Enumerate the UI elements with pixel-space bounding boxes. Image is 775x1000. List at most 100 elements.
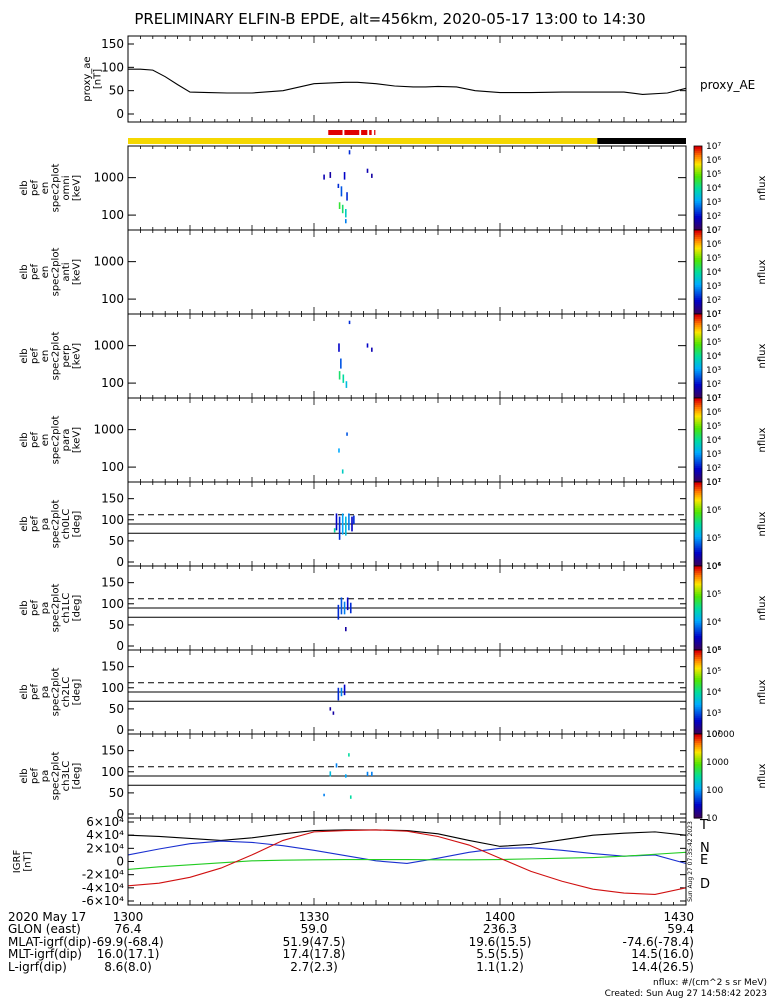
colorbar-spec_omni: 10· 10² 10³ 10⁴ 10⁵ 10⁶ 10⁷ nflux: [693, 142, 768, 236]
ylabel-line: pa: [40, 686, 51, 698]
colorbar-cell: [694, 173, 702, 176]
spectrogram-cell: [348, 513, 350, 531]
colorbar-spec_para: 10¹ 10² 10³ 10⁴ 10⁵ 10⁶ 10⁷ nflux: [693, 394, 768, 488]
igrf-line-N: [127, 840, 687, 865]
colorbar-cell: [694, 713, 702, 716]
colorbar-cell: [694, 736, 702, 739]
proxy-ae-line: [128, 68, 687, 95]
colorbar-cell: [694, 620, 702, 624]
colorbar-cell: [694, 708, 702, 712]
ylabel-line: pa: [40, 602, 51, 614]
spec_para-frame: [127, 397, 687, 483]
spec_perp-ylabel: elb pef en spec2plot perp [keV]: [19, 332, 83, 381]
colorbar-cell: [694, 440, 702, 443]
proxy-ae-frame: [127, 35, 687, 123]
colorbar-cell: [694, 406, 702, 410]
colorbar-cell: [694, 202, 702, 206]
ylabel-line: [deg]: [71, 511, 82, 538]
colorbar-cell: [694, 400, 702, 403]
colorbar-cell: [694, 563, 702, 567]
colorbar-cell: [694, 572, 702, 575]
colorbar-cell: [694, 555, 702, 559]
colorbar-cell: [694, 154, 702, 158]
colorbar-tick-label: 10⁶: [706, 240, 721, 250]
colorbar-cell: [694, 503, 702, 506]
colorbar-cell: [694, 366, 702, 370]
colorbar-cell: [694, 561, 702, 565]
colorbar-cell: [694, 230, 702, 233]
colorbar-label: nflux: [757, 595, 768, 620]
spectrogram-cell: [341, 469, 344, 474]
ylabel-line: pa: [40, 770, 51, 782]
colorbar-tick-label: 10³: [706, 366, 721, 376]
ylabel-line: [keV]: [71, 259, 82, 285]
colorbar-cell: [694, 435, 702, 439]
colorbar-cell: [694, 442, 702, 445]
status-bar: [128, 130, 686, 144]
colorbar-cell: [694, 278, 702, 281]
colorbar-tick-label: 10⁴: [706, 688, 721, 698]
ylabel-line: elb: [19, 684, 30, 699]
ylabel-line: [deg]: [71, 595, 82, 622]
status-bar-red-segment: [344, 130, 360, 135]
spectrogram-cell: [333, 528, 336, 533]
spectrogram-cell: [348, 320, 351, 325]
colorbar-cell: [694, 175, 702, 179]
colorbar-cell: [694, 589, 702, 592]
colorbar-cell: [694, 211, 702, 214]
colorbar-cell: [694, 297, 702, 300]
ytick-label: 100: [101, 765, 124, 779]
colorbar-cell: [694, 269, 702, 273]
colorbar-tick-label: 10²: [706, 296, 721, 306]
colorbar-cell: [694, 536, 702, 540]
colorbar-cell: [694, 305, 702, 309]
spectrogram-cell: [338, 448, 340, 453]
colorbar-cell: [694, 652, 702, 655]
status-bar-red-segment: [328, 130, 343, 135]
colorbar-cell: [694, 660, 702, 664]
colorbar-cell: [694, 450, 702, 454]
colorbar-cell: [694, 742, 702, 746]
colorbar-cell: [694, 605, 702, 609]
colorbar-cell: [694, 490, 702, 494]
colorbar-cell: [694, 423, 702, 426]
colorbar-label: nflux: [757, 679, 768, 704]
ylabel-line: [keV]: [71, 427, 82, 453]
colorbar-tick-label: 10⁵: [706, 534, 721, 544]
spec_anti-frame: [127, 229, 687, 315]
colorbar-cell: [694, 150, 702, 153]
colorbar-cell: [694, 479, 702, 483]
colorbar-cell: [694, 587, 702, 590]
spectrogram-cell: [337, 604, 340, 620]
panel-spec_perp: 100 1000 elb pef en spec2plot perp [keV]: [19, 320, 686, 390]
colorbar-cell: [694, 257, 702, 260]
colorbar-cell: [694, 815, 702, 819]
colorbar-tick-label: 10⁷: [706, 310, 721, 320]
colorbar-cell: [694, 181, 702, 185]
colorbar-cell: [694, 267, 702, 271]
colorbar-cell: [694, 446, 702, 449]
colorbar-cell: [694, 188, 702, 191]
colorbar-cell: [694, 757, 702, 760]
colorbar-cell: [694, 597, 702, 601]
ytick-label: 150: [101, 492, 124, 506]
colorbar-cell: [694, 696, 702, 699]
colorbar-cell: [694, 601, 702, 605]
colorbar-tick-label: 10³: [706, 709, 721, 719]
ytick-label: 2×10⁴: [86, 841, 124, 855]
colorbar-cell: [694, 253, 702, 256]
spectrogram-cell: [353, 515, 355, 524]
footer-row-label: MLT-igrf(dip): [8, 947, 82, 962]
ytick-label: -6×10⁴: [82, 894, 124, 908]
colorbar-pa_ch0: 10⁴ 10⁵ 10⁶ 10⁷ nflux: [693, 478, 768, 572]
colorbar-cell: [694, 219, 702, 223]
colorbar-cell: [694, 528, 702, 531]
spectrogram-cell: [343, 601, 346, 615]
colorbar-cell: [694, 681, 702, 685]
colorbar-cell: [694, 654, 702, 657]
ylabel-line: para: [61, 429, 72, 452]
colorbar-cell: [694, 360, 702, 363]
ytick-label: 100: [101, 208, 124, 222]
